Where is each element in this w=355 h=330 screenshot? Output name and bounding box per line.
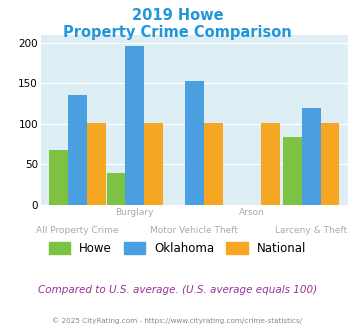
Text: Burglary: Burglary — [115, 208, 154, 217]
Bar — [144, 123, 163, 205]
Text: Motor Vehicle Theft: Motor Vehicle Theft — [151, 226, 238, 235]
Bar — [87, 123, 106, 205]
Text: © 2025 CityRating.com - https://www.cityrating.com/crime-statistics/: © 2025 CityRating.com - https://www.city… — [53, 317, 302, 324]
Bar — [321, 123, 339, 205]
Bar — [125, 46, 144, 205]
Bar — [68, 95, 87, 205]
Bar — [204, 123, 223, 205]
Bar — [185, 81, 204, 205]
Text: 2019 Howe: 2019 Howe — [132, 8, 223, 23]
Bar — [261, 123, 280, 205]
Text: Arson: Arson — [239, 208, 264, 217]
Text: All Property Crime: All Property Crime — [36, 226, 119, 235]
Legend: Howe, Oklahoma, National: Howe, Oklahoma, National — [44, 237, 311, 260]
Bar — [283, 137, 302, 205]
Bar — [106, 173, 125, 205]
Text: Compared to U.S. average. (U.S. average equals 100): Compared to U.S. average. (U.S. average … — [38, 285, 317, 295]
Bar — [49, 149, 68, 205]
Text: Larceny & Theft: Larceny & Theft — [275, 226, 347, 235]
Bar — [302, 108, 321, 205]
Text: Property Crime Comparison: Property Crime Comparison — [63, 25, 292, 40]
